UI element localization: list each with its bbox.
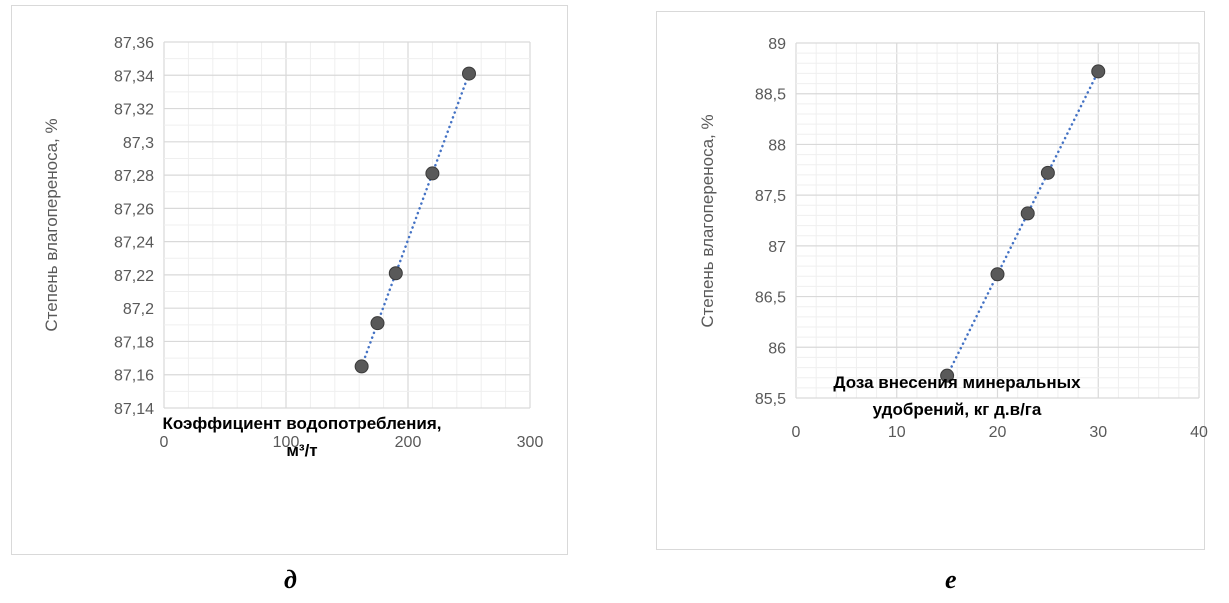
chart-e-data-point <box>1040 165 1055 180</box>
chart-e-y-tick-label: 89 <box>768 36 786 53</box>
chart-e-y-tick-label: 86 <box>768 340 786 357</box>
chart-e-x-tick-label: 30 <box>1089 424 1107 441</box>
chart-d-y-tick-label: 87,16 <box>114 368 154 385</box>
figure-caption-e: е <box>945 565 957 594</box>
chart-d-y-tick-label: 87,18 <box>114 334 154 351</box>
chart-e-x-axis-title-line-2: удобрений, кг д.в/га <box>872 400 1042 419</box>
chart-e-x-tick-label: 10 <box>888 424 906 441</box>
chart-d-y-tick-label: 87,26 <box>114 201 154 218</box>
chart-d-gridlines <box>163 41 531 409</box>
chart-d-x-tick-label: 100 <box>273 434 300 451</box>
chart-e-y-tick-label: 87,5 <box>755 188 786 205</box>
chart-d-y-tick-label: 87,34 <box>114 68 154 85</box>
chart-panel-d: 0 100 200 300 87,14 87,16 87,18 87,2 87,22 87,24 8… <box>11 5 568 555</box>
chart-d-x-axis-title-line-1: Коэффициент водопотребления, <box>162 414 442 433</box>
chart-e-data-point <box>990 267 1005 282</box>
chart-e-y-tick-label: 87 <box>768 239 786 256</box>
chart-d-y-tick-label: 87,36 <box>114 35 154 52</box>
chart-panel-e: 0 10 20 30 40 85,5 86 86,5 87 87,5 88 88,5 89 Степень… <box>656 11 1208 550</box>
chart-d-y-tick-label: 87,14 <box>114 401 154 418</box>
chart-e-y-axis-title: Степень влагопереноса, % <box>698 114 717 327</box>
chart-e-gridlines <box>795 42 1200 399</box>
chart-e-data-point <box>1020 206 1035 221</box>
chart-d-y-tick-label: 87,3 <box>123 135 154 152</box>
chart-d-data-point <box>354 359 369 374</box>
chart-d-x-axis-title: Коэффициент водопотребления, м³/т <box>122 410 482 464</box>
chart-d-data-point <box>462 66 476 81</box>
chart-d-plot: 0 100 200 300 87,14 87,16 87,18 87,2 87,22 87,24 8… <box>42 35 544 451</box>
chart-d-x-tick-label: 200 <box>395 434 422 451</box>
chart-e-x-tick-label: 0 <box>792 424 801 441</box>
chart-e-x-tick-label: 40 <box>1190 424 1208 441</box>
chart-d-data-point <box>425 166 440 181</box>
chart-e-y-tick-label: 88,5 <box>755 87 786 104</box>
chart-d-x-axis-title-line-2: м³/т <box>286 441 318 460</box>
chart-e-data-point <box>940 368 955 383</box>
chart-d-y-tick-label: 87,22 <box>114 268 154 285</box>
chart-d-data-point <box>370 316 385 331</box>
chart-e-y-tick-label: 88 <box>768 137 786 154</box>
chart-d-x-tick-label: 0 <box>160 434 169 451</box>
chart-e-y-tick-label: 85,5 <box>755 391 786 408</box>
chart-d-y-tick-label: 87,2 <box>123 301 154 318</box>
chart-e-trendline <box>945 70 1100 377</box>
chart-e-x-axis-title: Доза внесения минеральных удобрений, кг … <box>807 369 1107 423</box>
figure-caption-d: д <box>284 565 297 594</box>
chart-d-y-tick-label: 87,28 <box>114 168 154 185</box>
chart-e-plot: 0 10 20 30 40 85,5 86 86,5 87 87,5 88 88,5 89 Степень… <box>698 36 1208 441</box>
chart-d-data-point <box>388 266 403 281</box>
chart-e-x-tick-label: 20 <box>989 424 1007 441</box>
chart-e-y-tick-label: 86,5 <box>755 290 786 307</box>
chart-d-x-tick-label: 300 <box>517 434 544 451</box>
chart-e-data-point <box>1091 64 1106 79</box>
chart-e-x-axis-title-line-1: Доза внесения минеральных <box>833 373 1081 392</box>
chart-d-y-tick-label: 87,24 <box>114 235 154 252</box>
chart-d-y-tick-label: 87,32 <box>114 102 154 119</box>
chart-d-y-axis-title: Степень влагопереноса, % <box>42 118 61 331</box>
